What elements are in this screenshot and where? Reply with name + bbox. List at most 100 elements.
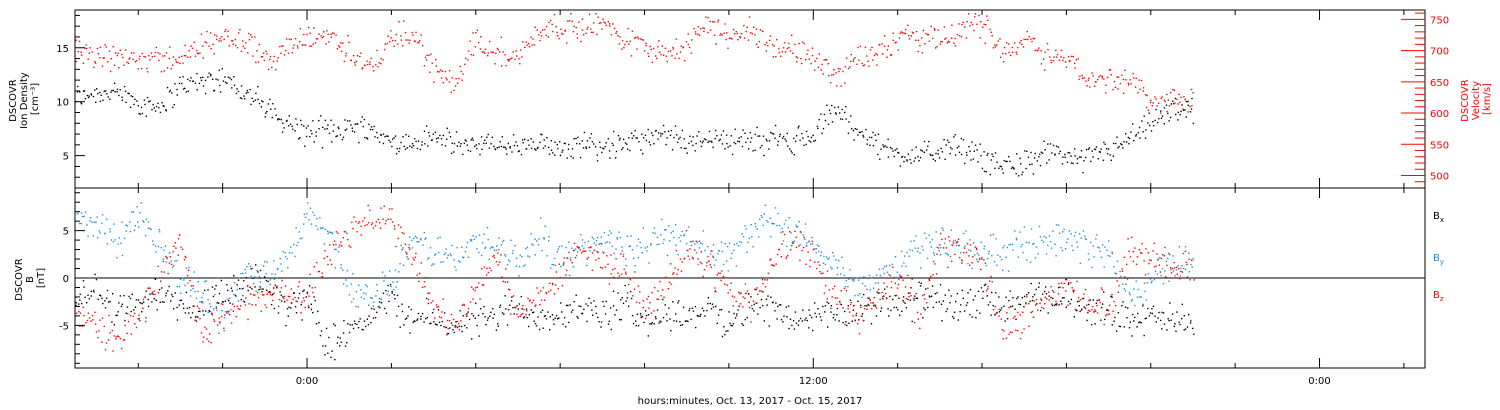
data-point-bx bbox=[907, 298, 909, 301]
data-point-ion-density bbox=[344, 129, 346, 131]
data-point-ion-density bbox=[371, 128, 374, 131]
data-point-ion-density bbox=[1163, 107, 1166, 109]
data-point-ion-density bbox=[237, 90, 240, 93]
data-point-by bbox=[641, 252, 643, 254]
data-point-bx bbox=[576, 315, 578, 318]
data-point-ion-density bbox=[1115, 142, 1117, 145]
data-point-by bbox=[1057, 224, 1060, 226]
data-point-velocity bbox=[139, 55, 141, 58]
data-point-ion-density bbox=[283, 127, 285, 129]
data-point-ion-density bbox=[236, 88, 238, 90]
data-point-bx bbox=[776, 318, 778, 320]
data-point-velocity bbox=[743, 24, 745, 27]
data-point-velocity bbox=[232, 40, 234, 42]
data-point-bx bbox=[628, 305, 630, 307]
data-point-bx bbox=[815, 316, 818, 318]
data-point-bx bbox=[915, 297, 917, 299]
data-point-bz bbox=[242, 294, 244, 297]
data-point-by bbox=[498, 237, 500, 239]
data-point-bx bbox=[1023, 295, 1026, 298]
data-point-bx bbox=[403, 324, 405, 326]
data-point-bz bbox=[130, 333, 132, 335]
data-point-bz bbox=[692, 258, 694, 260]
data-point-bz bbox=[1046, 298, 1048, 300]
data-point-velocity bbox=[731, 38, 733, 40]
data-point-bx bbox=[293, 292, 295, 294]
data-point-ion-density bbox=[655, 129, 657, 132]
data-point-bx bbox=[1174, 323, 1176, 325]
data-point-velocity bbox=[924, 43, 926, 45]
data-point-bz bbox=[1059, 286, 1061, 288]
data-point-bx bbox=[972, 299, 975, 301]
data-point-bz bbox=[687, 249, 689, 252]
data-point-ion-density bbox=[869, 144, 871, 146]
data-point-ion-density bbox=[758, 135, 761, 137]
data-point-bx bbox=[755, 288, 757, 291]
data-point-velocity bbox=[598, 22, 601, 24]
data-point-by bbox=[678, 237, 680, 239]
data-point-velocity bbox=[937, 29, 939, 31]
data-point-bx bbox=[145, 290, 147, 292]
data-point-bx bbox=[286, 308, 289, 310]
data-point-ion-density bbox=[258, 102, 261, 105]
data-point-bz bbox=[563, 257, 565, 259]
data-point-ion-density bbox=[669, 134, 672, 136]
data-point-velocity bbox=[521, 56, 523, 58]
data-point-ion-density bbox=[114, 91, 116, 93]
data-point-velocity bbox=[436, 71, 439, 73]
data-point-by bbox=[256, 269, 258, 272]
data-point-velocity bbox=[323, 31, 325, 33]
data-point-by bbox=[277, 267, 279, 270]
data-point-ion-density bbox=[935, 152, 937, 155]
data-point-bz bbox=[190, 285, 193, 287]
data-point-bz bbox=[830, 307, 832, 310]
data-point-ion-density bbox=[368, 123, 370, 126]
data-point-bx bbox=[1061, 297, 1064, 299]
data-point-bz bbox=[371, 222, 374, 224]
data-point-bz bbox=[905, 297, 907, 300]
data-point-bz bbox=[255, 304, 257, 306]
data-point-ion-density bbox=[1048, 159, 1050, 161]
data-point-velocity bbox=[954, 45, 957, 47]
data-point-bx bbox=[264, 276, 266, 278]
data-point-bz bbox=[531, 302, 533, 304]
data-point-bx bbox=[1149, 312, 1152, 314]
data-point-bx bbox=[1178, 321, 1180, 323]
data-point-bz bbox=[189, 280, 191, 282]
data-point-velocity bbox=[551, 23, 553, 26]
data-point-velocity bbox=[751, 33, 753, 35]
data-point-bz bbox=[550, 289, 552, 291]
data-point-velocity bbox=[658, 51, 661, 53]
data-point-ion-density bbox=[1155, 108, 1157, 111]
data-point-bx bbox=[1123, 326, 1126, 328]
data-point-by bbox=[925, 237, 927, 239]
data-point-by bbox=[527, 255, 529, 257]
data-point-velocity bbox=[460, 70, 462, 73]
data-point-by bbox=[895, 276, 897, 279]
data-point-ion-density bbox=[1123, 141, 1125, 143]
data-point-ion-density bbox=[382, 133, 385, 135]
data-point-ion-density bbox=[432, 133, 434, 135]
data-point-by bbox=[561, 245, 563, 247]
data-point-by bbox=[673, 236, 675, 239]
data-point-bz bbox=[578, 246, 580, 249]
data-point-by bbox=[180, 292, 182, 294]
data-point-by bbox=[847, 286, 849, 288]
data-point-bz bbox=[181, 248, 184, 250]
data-point-by bbox=[280, 263, 282, 265]
data-point-ion-density bbox=[1170, 103, 1172, 105]
data-point-bx bbox=[288, 306, 290, 308]
data-point-bx bbox=[775, 302, 777, 304]
data-point-bx bbox=[897, 308, 899, 311]
data-point-velocity bbox=[817, 66, 819, 69]
data-point-by bbox=[686, 242, 688, 245]
data-point-ion-density bbox=[456, 145, 458, 147]
data-point-by bbox=[1032, 243, 1034, 245]
data-point-bz bbox=[1111, 293, 1113, 296]
data-point-by bbox=[631, 249, 634, 251]
data-point-velocity bbox=[227, 30, 229, 32]
data-point-by bbox=[884, 265, 886, 268]
data-point-bx bbox=[437, 309, 440, 311]
density-label-line-2: Ion Density bbox=[19, 72, 30, 129]
data-point-by bbox=[1055, 255, 1057, 257]
